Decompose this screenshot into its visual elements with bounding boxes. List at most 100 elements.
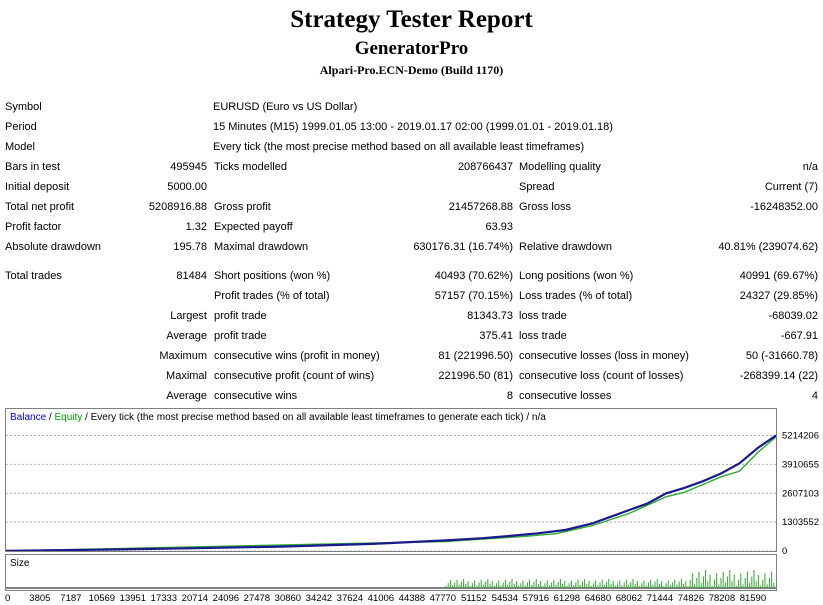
largest-profit-value: 81343.73 (467, 310, 513, 322)
reldd-value: 40.81% (239074.62) (718, 241, 818, 253)
legend-rest: / Every tick (the most precise method ba… (82, 412, 546, 423)
period-value: 15 Minutes (M15) 1999.01.05 13:00 - 2019… (213, 121, 613, 133)
x-tick-label: 47770 (430, 593, 456, 604)
x-tick-label: 24096 (213, 593, 239, 604)
x-tick-label: 17333 (151, 593, 177, 604)
spread-value: Current (7) (764, 181, 818, 193)
ticks-label: Ticks modelled (214, 161, 287, 173)
model-label: Model (5, 141, 35, 153)
x-tick-label: 64680 (585, 593, 611, 604)
avg-consec-losses-label: consecutive losses (519, 390, 612, 402)
series-line-balance (6, 434, 776, 551)
largest-label: Largest (170, 310, 207, 322)
trades-label: Total trades (5, 270, 62, 282)
x-tick-label: 74826 (678, 593, 704, 604)
maximal-profit-label: consecutive profit (count of wins) (214, 370, 375, 382)
grossloss-value: -16248352.00 (750, 201, 818, 213)
y-tick-label: 3910655 (782, 459, 819, 470)
x-tick-label: 3805 (29, 593, 50, 604)
maxdd-value: 630176.31 (16.74%) (413, 241, 513, 253)
x-tick-label: 68062 (616, 593, 642, 604)
grossprofit-label: Gross profit (214, 201, 271, 213)
grossprofit-value: 21457268.88 (448, 201, 513, 213)
long-value: 40991 (69.67%) (739, 270, 818, 282)
x-tick-label: 37624 (337, 593, 363, 604)
x-tick-label: 61298 (554, 593, 580, 604)
x-tick-label: 10569 (89, 593, 115, 604)
maximal-profit-value: 221996.50 (81) (438, 370, 513, 382)
x-tick-label: 57916 (523, 593, 549, 604)
ltrades-value: 24327 (29.85%) (739, 290, 818, 302)
deposit-value: 5000.00 (167, 181, 207, 193)
y-tick-label: 1303552 (782, 517, 819, 528)
avg-consec-wins-label: consecutive wins (214, 390, 298, 402)
report-title: Strategy Tester Report (290, 6, 533, 33)
bars-value: 495945 (170, 161, 207, 173)
expert-name: GeneratorPro (354, 38, 469, 59)
ptrades-value: 57157 (70.15%) (434, 290, 513, 302)
x-tick-label: 54534 (492, 593, 518, 604)
model-value: Every tick (the most precise method base… (213, 141, 585, 153)
short-label: Short positions (won %) (214, 270, 331, 282)
y-tick-label: 0 (782, 546, 787, 557)
legend-balance: Balance (10, 412, 47, 423)
average-profit-value: 375.41 (479, 330, 513, 342)
pf-value: 1.32 (185, 221, 207, 233)
x-tick-label: 30860 (275, 593, 301, 604)
period-label: Period (5, 121, 37, 133)
y-axis-labels: 0 1303552 2607103 3910655 5214206 (782, 431, 819, 557)
avg-consec-losses-value: 4 (811, 390, 818, 402)
ltrades-label: Loss trades (% of total) (519, 290, 633, 302)
balance-chart: Balance / Equity / Every tick (the most … (5, 408, 777, 552)
max-consec-losses-value: 50 (-31660.78) (745, 350, 818, 362)
spread-label: Spread (519, 181, 555, 193)
ptrades-label: Profit trades (% of total) (214, 290, 330, 302)
symbol-value: EURUSD (Euro vs US Dollar) (213, 101, 358, 113)
x-tick-label: 34242 (306, 593, 332, 604)
y-tick-label: 5214206 (782, 431, 819, 442)
quality-label: Modelling quality (519, 161, 601, 173)
netprofit-value: 5208916.88 (148, 201, 207, 213)
netprofit-label: Total net profit (5, 201, 75, 213)
payoff-label: Expected payoff (214, 221, 293, 233)
maximal-loss-value: -268399.14 (22) (739, 370, 818, 382)
reldd-label: Relative drawdown (519, 241, 612, 253)
x-axis-labels: 0 3805 7187 10569 13951 17333 20714 24096 27478 3… (5, 593, 766, 604)
x-tick-label: 7187 (60, 593, 81, 604)
average-profit-label: profit trade (214, 330, 267, 342)
x-tick-label: 78208 (709, 593, 735, 604)
x-tick-label: 51152 (461, 593, 487, 604)
maxdd-label: Maximal drawdown (214, 241, 309, 253)
x-tick-label: 41006 (368, 593, 394, 604)
legend-sep: / (46, 412, 55, 423)
payoff-value: 63.93 (485, 221, 513, 233)
average2-label: Average (166, 390, 207, 402)
max-consec-wins-value: 81 (221996.50) (438, 350, 513, 362)
x-tick-label: 27478 (244, 593, 270, 604)
largest-loss-label: loss trade (519, 310, 567, 322)
short-value: 40493 (70.62%) (434, 270, 513, 282)
x-tick-label: 71444 (647, 593, 673, 604)
chart-series (6, 434, 776, 551)
largest-loss-value: -68039.02 (768, 310, 818, 322)
quality-value: n/a (802, 161, 818, 173)
maximum-label: Maximum (159, 350, 207, 362)
avg-consec-wins-value: 8 (506, 390, 513, 402)
chart-legend: Balance / Equity / Every tick (the most … (10, 411, 546, 425)
series-line-equity (6, 436, 776, 551)
trades-value: 81484 (176, 270, 207, 282)
server-build: Alpari-Pro.ECN-Demo (Build 1170) (319, 63, 504, 77)
absdd-label: Absolute drawdown (5, 241, 102, 253)
largest-profit-label: profit trade (214, 310, 267, 322)
ticks-value: 208766437 (457, 161, 513, 173)
x-tick-label: 13951 (120, 593, 146, 604)
long-label: Long positions (won %) (519, 270, 634, 282)
max-consec-losses-label: consecutive losses (loss in money) (519, 350, 689, 362)
size-histogram-svg (6, 570, 776, 589)
balance-chart-svg (6, 434, 776, 551)
average-loss-value: -667.91 (780, 330, 818, 342)
grossloss-label: Gross loss (519, 201, 571, 213)
maximal-loss-label: consecutive loss (count of losses) (519, 370, 684, 382)
pf-label: Profit factor (5, 221, 62, 233)
max-consec-wins-label: consecutive wins (profit in money) (214, 350, 380, 362)
